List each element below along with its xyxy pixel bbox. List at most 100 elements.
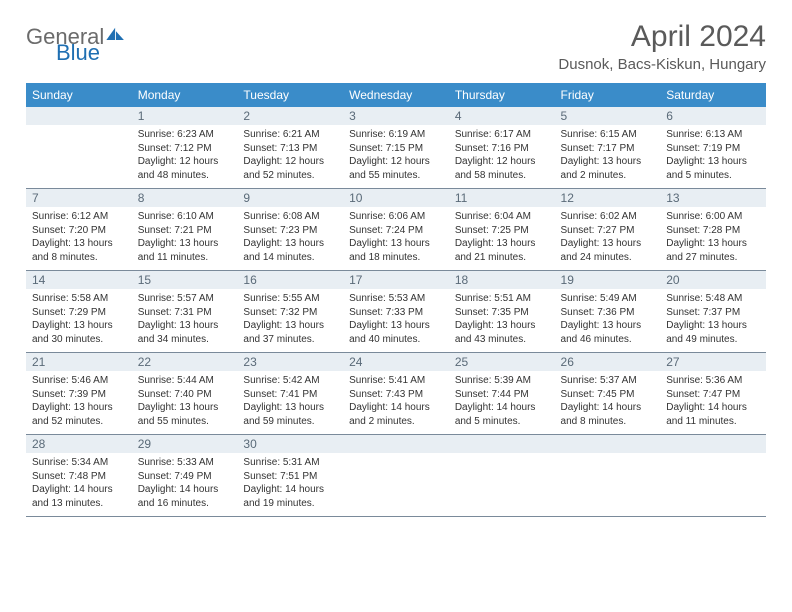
day-number: 25	[449, 353, 555, 371]
day-details: Sunrise: 6:17 AMSunset: 7:16 PMDaylight:…	[449, 125, 555, 188]
day-number: 14	[26, 271, 132, 289]
day-cell: 23Sunrise: 5:42 AMSunset: 7:41 PMDayligh…	[237, 353, 343, 435]
day-number: 20	[660, 271, 766, 289]
day-details: Sunrise: 5:55 AMSunset: 7:32 PMDaylight:…	[237, 289, 343, 352]
day-number: 28	[26, 435, 132, 453]
weekday-thu: Thursday	[449, 83, 555, 107]
calendar-table: Sunday Monday Tuesday Wednesday Thursday…	[26, 83, 766, 517]
day-cell: 25Sunrise: 5:39 AMSunset: 7:44 PMDayligh…	[449, 353, 555, 435]
day-cell: 7Sunrise: 6:12 AMSunset: 7:20 PMDaylight…	[26, 189, 132, 271]
day-number: 26	[555, 353, 661, 371]
day-details: Sunrise: 5:53 AMSunset: 7:33 PMDaylight:…	[343, 289, 449, 352]
day-details: Sunrise: 5:34 AMSunset: 7:48 PMDaylight:…	[26, 453, 132, 516]
day-cell: 27Sunrise: 5:36 AMSunset: 7:47 PMDayligh…	[660, 353, 766, 435]
day-cell: 9Sunrise: 6:08 AMSunset: 7:23 PMDaylight…	[237, 189, 343, 271]
day-cell: 21Sunrise: 5:46 AMSunset: 7:39 PMDayligh…	[26, 353, 132, 435]
day-cell: 19Sunrise: 5:49 AMSunset: 7:36 PMDayligh…	[555, 271, 661, 353]
day-number: 5	[555, 107, 661, 125]
week-row: 7Sunrise: 6:12 AMSunset: 7:20 PMDaylight…	[26, 189, 766, 271]
day-cell: 26Sunrise: 5:37 AMSunset: 7:45 PMDayligh…	[555, 353, 661, 435]
day-details: Sunrise: 5:57 AMSunset: 7:31 PMDaylight:…	[132, 289, 238, 352]
day-cell	[449, 435, 555, 517]
day-cell: 3Sunrise: 6:19 AMSunset: 7:15 PMDaylight…	[343, 107, 449, 189]
weekday-sat: Saturday	[660, 83, 766, 107]
day-cell	[343, 435, 449, 517]
day-details: Sunrise: 5:58 AMSunset: 7:29 PMDaylight:…	[26, 289, 132, 352]
day-number: 15	[132, 271, 238, 289]
day-number: 10	[343, 189, 449, 207]
day-cell	[660, 435, 766, 517]
day-details: Sunrise: 6:02 AMSunset: 7:27 PMDaylight:…	[555, 207, 661, 270]
day-details: Sunrise: 6:13 AMSunset: 7:19 PMDaylight:…	[660, 125, 766, 188]
day-cell: 1Sunrise: 6:23 AMSunset: 7:12 PMDaylight…	[132, 107, 238, 189]
day-cell: 12Sunrise: 6:02 AMSunset: 7:27 PMDayligh…	[555, 189, 661, 271]
day-cell: 4Sunrise: 6:17 AMSunset: 7:16 PMDaylight…	[449, 107, 555, 189]
day-details: Sunrise: 5:39 AMSunset: 7:44 PMDaylight:…	[449, 371, 555, 434]
day-cell: 13Sunrise: 6:00 AMSunset: 7:28 PMDayligh…	[660, 189, 766, 271]
day-details: Sunrise: 6:06 AMSunset: 7:24 PMDaylight:…	[343, 207, 449, 270]
day-details: Sunrise: 6:23 AMSunset: 7:12 PMDaylight:…	[132, 125, 238, 188]
day-number: 3	[343, 107, 449, 125]
day-details: Sunrise: 5:48 AMSunset: 7:37 PMDaylight:…	[660, 289, 766, 352]
day-cell: 5Sunrise: 6:15 AMSunset: 7:17 PMDaylight…	[555, 107, 661, 189]
day-cell: 28Sunrise: 5:34 AMSunset: 7:48 PMDayligh…	[26, 435, 132, 517]
weekday-header-row: Sunday Monday Tuesday Wednesday Thursday…	[26, 83, 766, 107]
day-details: Sunrise: 5:31 AMSunset: 7:51 PMDaylight:…	[237, 453, 343, 516]
weekday-mon: Monday	[132, 83, 238, 107]
day-cell: 29Sunrise: 5:33 AMSunset: 7:49 PMDayligh…	[132, 435, 238, 517]
day-cell: 11Sunrise: 6:04 AMSunset: 7:25 PMDayligh…	[449, 189, 555, 271]
day-cell: 24Sunrise: 5:41 AMSunset: 7:43 PMDayligh…	[343, 353, 449, 435]
week-row: 21Sunrise: 5:46 AMSunset: 7:39 PMDayligh…	[26, 353, 766, 435]
day-details: Sunrise: 6:04 AMSunset: 7:25 PMDaylight:…	[449, 207, 555, 270]
day-number: 24	[343, 353, 449, 371]
day-number: 12	[555, 189, 661, 207]
day-details: Sunrise: 6:08 AMSunset: 7:23 PMDaylight:…	[237, 207, 343, 270]
day-details: Sunrise: 5:33 AMSunset: 7:49 PMDaylight:…	[132, 453, 238, 516]
day-cell: 22Sunrise: 5:44 AMSunset: 7:40 PMDayligh…	[132, 353, 238, 435]
logo: GeneralBlue	[26, 26, 127, 70]
day-details: Sunrise: 6:00 AMSunset: 7:28 PMDaylight:…	[660, 207, 766, 270]
day-number: 17	[343, 271, 449, 289]
day-number: 1	[132, 107, 238, 125]
week-row: 1Sunrise: 6:23 AMSunset: 7:12 PMDaylight…	[26, 107, 766, 189]
day-details: Sunrise: 5:51 AMSunset: 7:35 PMDaylight:…	[449, 289, 555, 352]
day-number: 18	[449, 271, 555, 289]
header: GeneralBlue April 2024 Dusnok, Bacs-Kisk…	[26, 20, 766, 73]
day-number: 11	[449, 189, 555, 207]
day-details: Sunrise: 5:37 AMSunset: 7:45 PMDaylight:…	[555, 371, 661, 434]
day-number: 29	[132, 435, 238, 453]
day-cell: 18Sunrise: 5:51 AMSunset: 7:35 PMDayligh…	[449, 271, 555, 353]
weekday-wed: Wednesday	[343, 83, 449, 107]
day-cell: 2Sunrise: 6:21 AMSunset: 7:13 PMDaylight…	[237, 107, 343, 189]
day-number: 8	[132, 189, 238, 207]
day-cell: 6Sunrise: 6:13 AMSunset: 7:19 PMDaylight…	[660, 107, 766, 189]
location: Dusnok, Bacs-Kiskun, Hungary	[558, 56, 766, 73]
day-details: Sunrise: 5:42 AMSunset: 7:41 PMDaylight:…	[237, 371, 343, 434]
weekday-fri: Friday	[555, 83, 661, 107]
day-details: Sunrise: 6:15 AMSunset: 7:17 PMDaylight:…	[555, 125, 661, 188]
day-cell: 20Sunrise: 5:48 AMSunset: 7:37 PMDayligh…	[660, 271, 766, 353]
day-number: 4	[449, 107, 555, 125]
day-cell: 8Sunrise: 6:10 AMSunset: 7:21 PMDaylight…	[132, 189, 238, 271]
day-details: Sunrise: 6:10 AMSunset: 7:21 PMDaylight:…	[132, 207, 238, 270]
day-details: Sunrise: 6:19 AMSunset: 7:15 PMDaylight:…	[343, 125, 449, 188]
day-cell: 30Sunrise: 5:31 AMSunset: 7:51 PMDayligh…	[237, 435, 343, 517]
weekday-tue: Tuesday	[237, 83, 343, 107]
day-details: Sunrise: 5:46 AMSunset: 7:39 PMDaylight:…	[26, 371, 132, 434]
day-number: 22	[132, 353, 238, 371]
day-cell: 10Sunrise: 6:06 AMSunset: 7:24 PMDayligh…	[343, 189, 449, 271]
day-number: 27	[660, 353, 766, 371]
day-number: 21	[26, 353, 132, 371]
day-details: Sunrise: 5:41 AMSunset: 7:43 PMDaylight:…	[343, 371, 449, 434]
day-number: 9	[237, 189, 343, 207]
day-details: Sunrise: 5:44 AMSunset: 7:40 PMDaylight:…	[132, 371, 238, 434]
day-cell: 15Sunrise: 5:57 AMSunset: 7:31 PMDayligh…	[132, 271, 238, 353]
weekday-sun: Sunday	[26, 83, 132, 107]
month-title: April 2024	[558, 20, 766, 54]
day-details: Sunrise: 6:12 AMSunset: 7:20 PMDaylight:…	[26, 207, 132, 270]
day-number: 6	[660, 107, 766, 125]
day-details: Sunrise: 5:36 AMSunset: 7:47 PMDaylight:…	[660, 371, 766, 434]
day-details: Sunrise: 5:49 AMSunset: 7:36 PMDaylight:…	[555, 289, 661, 352]
day-number: 2	[237, 107, 343, 125]
day-cell: 16Sunrise: 5:55 AMSunset: 7:32 PMDayligh…	[237, 271, 343, 353]
